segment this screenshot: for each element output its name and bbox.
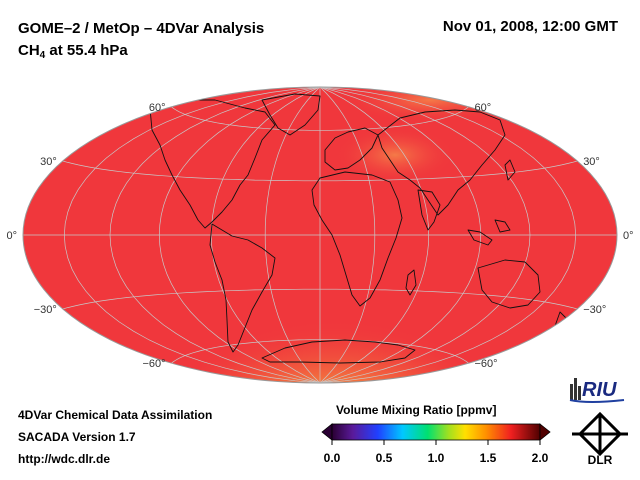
lat-label-right: −30° xyxy=(583,304,606,316)
lat-label-right: 30° xyxy=(583,156,600,168)
colorbar-tick-label: 2.0 xyxy=(532,451,549,465)
colorbar-title: Volume Mixing Ratio [ppmv] xyxy=(336,403,497,417)
graticule-meridian xyxy=(319,87,430,383)
latitude-labels: 60° 60° 30° 30° 0° 0° −30° −30° −60° −60° xyxy=(6,102,633,370)
lat-label-right: 60° xyxy=(475,102,492,114)
graticule-meridian xyxy=(109,87,321,383)
riu-logo-text: RIU xyxy=(582,379,617,401)
datetime-label: Nov 01, 2008, 12:00 GMT xyxy=(442,18,618,35)
colorbar-overflow-arrow xyxy=(539,423,551,441)
colorbar-tick-label: 1.5 xyxy=(480,451,497,465)
footer-line-1: 4DVar Chemical Data Assimilation xyxy=(18,408,213,422)
lat-label-left: 30° xyxy=(40,156,57,168)
asia-anomaly xyxy=(335,127,455,183)
dlr-logo: DLR xyxy=(572,411,628,466)
lat-label-left: −60° xyxy=(142,358,165,370)
graticule-meridian xyxy=(319,87,577,383)
lat-label-left: 60° xyxy=(149,102,166,114)
dlr-logo-text: DLR xyxy=(588,453,613,466)
graticule-meridian xyxy=(319,87,531,383)
species-line: CH4 at 55.4 hPa xyxy=(18,42,128,61)
riu-logo: RIU xyxy=(569,378,625,403)
footer-info: 4DVar Chemical Data Assimilation SACADA … xyxy=(18,404,212,470)
colorbar-tick-label: 0.5 xyxy=(376,451,393,465)
antarctic-anomaly xyxy=(200,275,470,383)
graticule-meridian xyxy=(63,87,321,383)
coastlines xyxy=(149,93,567,364)
graticule xyxy=(23,87,617,383)
colorbar: 0.0 0.5 1.0 1.5 2.0 xyxy=(321,423,551,465)
lat-label-left: −30° xyxy=(34,304,57,316)
footer-link[interactable]: http://wdc.dlr.de xyxy=(18,452,110,466)
colorbar-tick-label: 0.0 xyxy=(324,451,341,465)
colorbar-ticks: 0.0 0.5 1.0 1.5 2.0 xyxy=(324,440,549,465)
map-title: GOME–2 / MetOp – 4DVar Analysis CH4 at 5… xyxy=(18,18,264,67)
title-line: GOME–2 / MetOp – 4DVar Analysis xyxy=(18,20,265,37)
lat-label-left: 0° xyxy=(6,230,17,242)
graticule-meridian xyxy=(264,87,321,383)
colorbar-tick-label: 1.0 xyxy=(428,451,445,465)
map-outline xyxy=(22,86,618,384)
lat-label-right: −60° xyxy=(475,358,498,370)
lat-label-right: 0° xyxy=(623,230,634,242)
colorbar-underflow-arrow xyxy=(321,423,333,441)
northpole-anomaly xyxy=(340,87,520,122)
graticule-meridian xyxy=(319,87,482,383)
footer-line-2: SACADA Version 1.7 xyxy=(18,430,136,444)
colorbar-gradient xyxy=(331,423,541,441)
